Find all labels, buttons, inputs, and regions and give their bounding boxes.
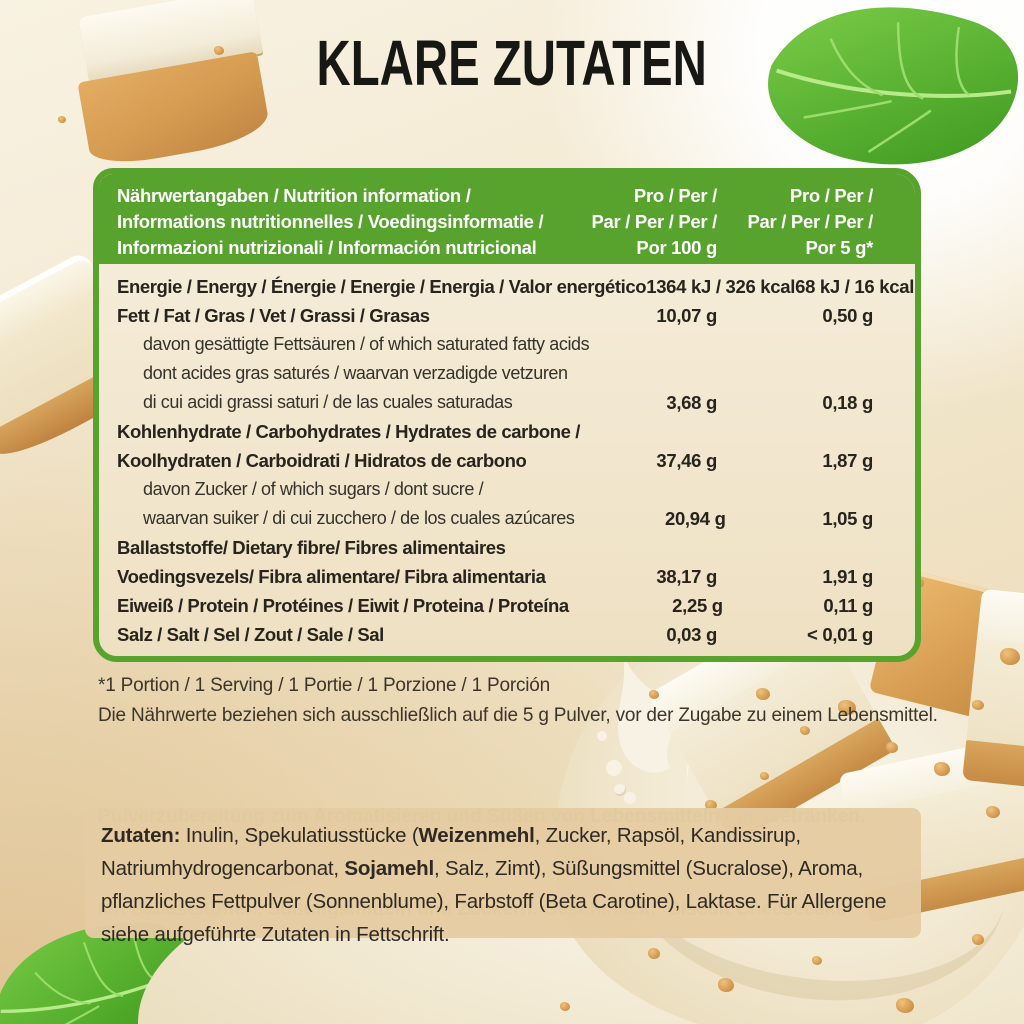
row-label: Ballaststoffe/ Dietary fibre/ Fibres ali… xyxy=(117,536,506,558)
ingredients-panel: Zutaten: Inulin, Spekulatiusstücke (Weiz… xyxy=(85,808,921,946)
biscuit-crumb xyxy=(986,806,1000,818)
value-per-100g: 3,68 g xyxy=(666,391,717,413)
biscuit-crumb xyxy=(972,934,984,945)
table-row-salt: Salz / Salt / Sel / Zout / Sale / Sal 0,0… xyxy=(117,620,873,649)
row-label: davon Zucker / of which sugars / dont su… xyxy=(143,479,484,499)
value-per-100g: 0,03 g xyxy=(666,623,717,645)
biscuit-crumb xyxy=(886,742,898,753)
table-row-carbohydrates: Koolhydraten / Carboidrati / Hidratos de… xyxy=(117,446,873,475)
allergen-wheat: Weizenmehl xyxy=(418,824,535,847)
row-label: Kohlenhydrate / Carbohydrates / Hydrates… xyxy=(117,420,581,442)
cheesecake-biscuit-layer xyxy=(962,739,1024,788)
footnotes: *1 Portion / 1 Serving / 1 Portie / 1 Po… xyxy=(98,671,938,731)
value-per-100g: 10,07 g xyxy=(656,304,717,326)
biscuit-crumb xyxy=(1000,648,1020,665)
page-title-text: KLARE ZUTATEN xyxy=(316,27,708,99)
value-per-100g: 20,94 g xyxy=(664,507,726,529)
table-row-saturates: di cui acidi grassi saturi / de las cual… xyxy=(117,388,873,417)
footnote-portion: *1 Portion / 1 Serving / 1 Portie / 1 Po… xyxy=(98,675,551,696)
cheesecake-chunk-image xyxy=(962,588,1024,788)
biscuit-crumb xyxy=(896,998,914,1013)
ingredients-text: Zutaten: Inulin, Spekulatiusstücke (Weiz… xyxy=(101,819,905,951)
cheesecake-cream-layer xyxy=(838,732,1024,817)
row-label: Salz / Salt / Sel / Zout / Sale / Sal xyxy=(117,623,384,645)
nutrition-table-header: Nährwertangaben / Nutrition information … xyxy=(99,174,915,264)
ingredients-label: Zutaten: xyxy=(101,824,181,847)
table-row-saturates: davon gesättigte Fettsäuren / of which s… xyxy=(117,330,873,359)
table-row-fibre: Voedingsvezels/ Fibra alimentare/ Fibra … xyxy=(117,562,873,591)
header-per-100g-col: Pro / Per / Par / Per / Per / Por 100 g xyxy=(591,185,717,258)
value-per-100g: 2,25 g xyxy=(672,594,723,616)
value-per-5g: 0,50 g xyxy=(822,304,873,326)
value-per-5g: 1,91 g xyxy=(822,565,873,587)
table-row-fibre: Ballaststoffe/ Dietary fibre/ Fibres ali… xyxy=(117,533,873,562)
row-label: davon gesättigte Fettsäuren / of which s… xyxy=(143,334,590,354)
biscuit-crumb xyxy=(560,1002,570,1011)
page-title: KLARE ZUTATEN xyxy=(0,26,1024,100)
row-label: Energie / Energy / Énergie / Energie / E… xyxy=(117,275,647,297)
row-label: Fett / Fat / Gras / Vet / Grassi / Grasa… xyxy=(117,304,430,326)
value-per-100g: 38,17 g xyxy=(656,565,717,587)
header-product-col: Nährwertangaben / Nutrition information … xyxy=(117,185,544,258)
biscuit-crumb xyxy=(58,116,66,123)
nutrition-table-body: Energie / Energy / Énergie / Energie / E… xyxy=(99,264,915,653)
biscuit-crumb xyxy=(972,700,984,710)
table-row-protein: Eiweiß / Protein / Protéines / Eiwit / P… xyxy=(117,591,873,620)
row-label: dont acides gras saturés / waarvan verza… xyxy=(143,363,568,383)
value-per-5g: 68 kJ / 16 kcal xyxy=(795,275,915,297)
row-label: di cui acidi grassi saturi / de las cual… xyxy=(143,392,513,412)
allergen-soy: Sojamehl xyxy=(344,857,434,880)
value-per-100g: 1364 kJ / 326 kcal xyxy=(646,275,796,297)
table-row-saturates: dont acides gras saturés / waarvan verza… xyxy=(117,359,873,388)
header-per-5g-col: Pro / Per / Par / Per / Per / Por 5 g* xyxy=(747,185,873,258)
row-label: Koolhydraten / Carboidrati / Hidratos de… xyxy=(117,449,527,471)
table-row-sugars: waarvan suiker / di cui zucchero / de lo… xyxy=(117,504,873,533)
nutrition-table: Nährwertangaben / Nutrition information … xyxy=(93,168,921,662)
value-per-5g: 1,05 g xyxy=(822,507,873,529)
value-per-5g: 0,18 g xyxy=(822,391,873,413)
cheesecake-cream-layer xyxy=(976,588,1024,650)
value-per-5g: 1,87 g xyxy=(822,449,873,471)
row-label: waarvan suiker / di cui zucchero / de lo… xyxy=(143,508,575,528)
footnote-note: Die Nährwerte beziehen sich ausschließli… xyxy=(98,705,938,726)
value-per-5g: < 0,01 g xyxy=(807,623,873,645)
value-per-5g: 0,11 g xyxy=(823,594,873,616)
ingredients-segment: Inulin, Spekulatiusstücke ( xyxy=(180,824,419,847)
table-row-sugars: davon Zucker / of which sugars / dont su… xyxy=(117,475,873,504)
row-label: Voedingsvezels/ Fibra alimentare/ Fibra … xyxy=(117,565,546,587)
table-row-energy: Energie / Energy / Énergie / Energie / E… xyxy=(117,272,914,301)
value-per-100g: 37,46 g xyxy=(656,449,717,471)
table-row-fat: Fett / Fat / Gras / Vet / Grassi / Grasa… xyxy=(117,301,873,330)
table-row-carbohydrates: Kohlenhydrate / Carbohydrates / Hydrates… xyxy=(117,417,873,446)
biscuit-crumb xyxy=(934,762,950,776)
row-label: Eiweiß / Protein / Protéines / Eiwit / P… xyxy=(117,594,569,616)
